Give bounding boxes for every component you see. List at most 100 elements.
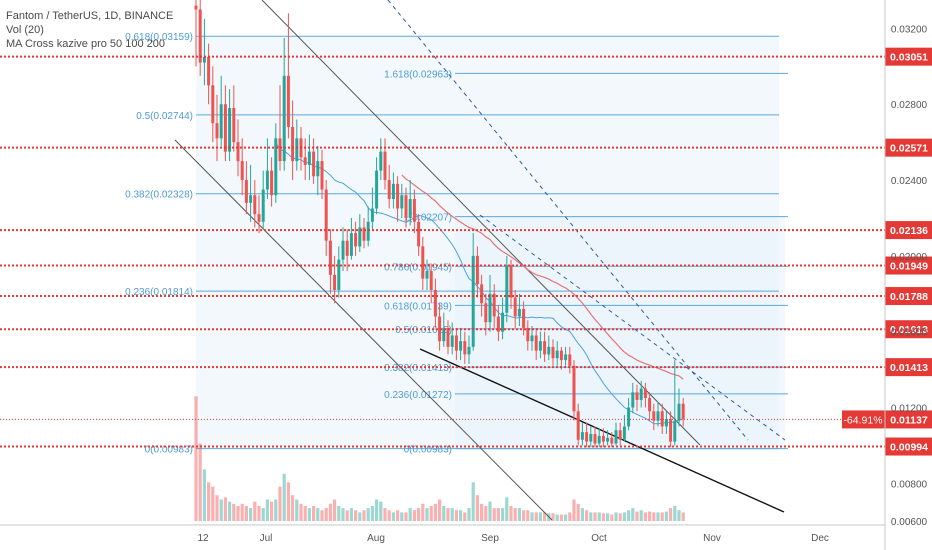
candle-body [257,214,261,222]
volume-bar [328,503,332,521]
volume-bar [501,508,505,521]
volume-bar [349,508,353,521]
candle-body [631,392,635,408]
volume-bar [631,508,635,521]
candle-body [383,151,387,181]
volume-legend: Vol (20) [6,24,44,36]
level-tag-label: 0.01949 [890,261,928,273]
ma-legend: MA Cross kazive pro 50 100 200 [6,38,165,50]
level-tag-label: 0.01413 [890,362,928,374]
candle-body [597,435,601,444]
candle-body [593,434,597,444]
volume-bar [467,508,471,521]
volume-bar [627,510,631,521]
y-tick-label: 0.02000 [891,252,928,263]
candle-body [349,233,353,256]
level-tag-label: 0.02571 [890,143,928,155]
volume-bar [261,508,265,521]
candle-body [606,437,610,442]
volume-bar [555,514,559,521]
y-tick-label: 0.02400 [891,176,928,187]
candle-body [387,180,391,200]
fib-right-label: 0.618(0.01739) [384,301,452,312]
level-tag-label: 0.02136 [890,225,928,237]
volume-bar [643,512,647,521]
level-tag [885,47,932,66]
volume-bar [274,499,278,521]
y-tick-label: 0.01600 [891,328,928,339]
volume-bar [677,510,681,521]
volume-bar [488,501,492,521]
x-tick-label: 12 [197,533,209,544]
candle-body [454,335,458,351]
chart-title: Fantom / TetherUS, 1D, BINANCE [6,10,174,22]
candle-body [400,195,404,209]
volume-bar [559,514,563,521]
candle-body [673,420,677,442]
volume-bar [446,508,450,521]
candle-body [286,75,290,127]
volume-bar [198,443,202,521]
volume-bar [622,512,626,521]
volume-bar [648,511,652,521]
candle-body [215,123,219,139]
volume-bar [429,505,433,521]
change-label: -64.91% [843,414,882,426]
volume-bar [593,512,597,521]
level-tag [885,138,932,157]
volume-bar [681,512,685,521]
volume-bar [425,508,429,521]
candle-body [475,255,479,285]
fib-left-label: 0(0.00983) [145,445,193,456]
candle-body [375,170,379,209]
volume-bar [215,495,219,521]
volume-bar [463,512,467,521]
volume-bar [286,482,290,521]
candle-body [219,104,223,139]
volume-bar [253,501,257,521]
candle-body [274,138,278,196]
volume-bar [345,510,349,521]
volume-bar [522,510,526,521]
level-tag-label: 0.01613 [890,324,928,336]
candle-body [660,411,664,427]
volume-bar [421,503,425,521]
candle-body [534,335,538,351]
volume-bar [291,495,295,521]
candle-body [459,341,463,351]
candle-body [291,126,295,162]
candle-body [618,430,622,440]
fib-right-label: 0.382(0.01413) [384,363,452,374]
candle-body [526,327,530,342]
candle-body [362,227,366,241]
volume-bar [278,486,282,521]
volume-bar [324,508,328,521]
candle-body [446,327,450,347]
candle-body [244,180,248,203]
volume-bar [202,469,206,521]
candle-body [337,259,341,290]
candle-body [265,170,269,190]
level-tag [885,256,932,275]
volume-bar [408,508,412,521]
ma-long-line [401,174,684,380]
fib-right-zone [455,216,785,449]
volume-bar [496,508,500,521]
candle-body [484,303,488,323]
volume-bar [572,499,576,521]
candle-body [530,335,534,342]
volume-bar [442,505,446,521]
candle-body [366,221,370,241]
candle-body [492,293,496,317]
candle-body [253,195,257,215]
candle-body [223,104,227,152]
candle-body [585,432,589,442]
candle-body [202,56,206,63]
candle-body [198,9,202,63]
candle-body [635,392,639,400]
volume-bar [459,510,463,521]
candle-body [522,308,526,328]
candle-body [240,161,244,181]
candle-body [438,316,442,342]
